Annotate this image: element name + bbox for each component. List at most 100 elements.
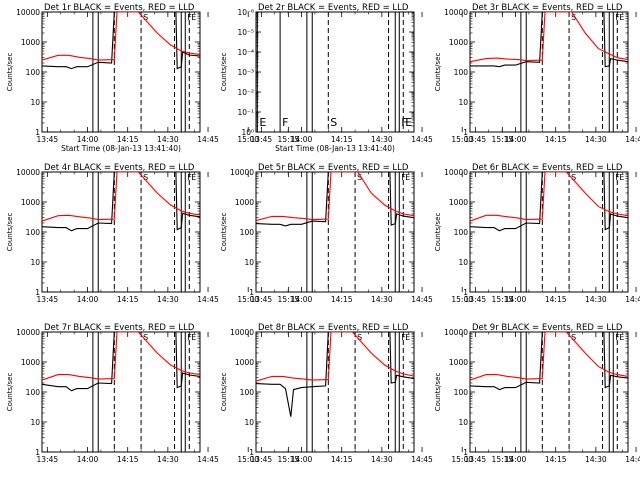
y-tick-label: 1 xyxy=(249,288,254,297)
y-tick-label: 1000 xyxy=(21,358,40,367)
x-axis-label: Start Time (08-Jan-13 13:41:40) xyxy=(61,144,181,153)
x-tick-label: 14:15 xyxy=(545,135,567,144)
marker-label: E xyxy=(619,333,624,342)
x-tick-label: 14:45 xyxy=(197,135,219,144)
x-tick-label: 14:00 xyxy=(291,135,313,144)
series-lld xyxy=(470,332,628,381)
marker-label: E xyxy=(191,333,196,342)
panel-title: Det 3r BLACK = Events, RED = LLD xyxy=(472,3,623,13)
panel-det-6: Det 6r BLACK = Events, RED = LLD Counts/s… xyxy=(434,163,640,304)
y-tick-label: 10⁻⁵ xyxy=(237,28,254,37)
y-tick-label: 1 xyxy=(463,128,468,137)
marker-label: F xyxy=(401,333,406,342)
panel-det-4: Det 4r BLACK = Events, RED = LLD Counts/s… xyxy=(6,163,299,304)
marker-label: S xyxy=(330,116,337,129)
marker-label: S xyxy=(571,173,576,182)
y-tick-label: 10000 xyxy=(230,168,254,177)
series-lld xyxy=(470,12,628,63)
y-tick-label: 1 xyxy=(249,448,254,457)
y-tick-label: 1000 xyxy=(449,358,468,367)
y-tick-label: 10⁻³ xyxy=(237,68,254,77)
series-events xyxy=(470,172,628,232)
marker-label: F xyxy=(282,116,288,129)
marker-label: F xyxy=(187,13,192,22)
x-tick-label: 15:15 xyxy=(278,135,300,144)
x-tick-label: 13:45 xyxy=(465,135,487,144)
series-lld xyxy=(42,332,200,381)
x-tick-label: 14:30 xyxy=(157,295,179,304)
series-lld xyxy=(42,172,200,222)
y-tick-label: 100 xyxy=(454,68,469,77)
x-tick-label: 14:45 xyxy=(411,135,433,144)
y-tick-label: 10⁻² xyxy=(237,88,254,97)
x-tick-label: 14:00 xyxy=(291,295,313,304)
series-lld xyxy=(256,172,414,222)
x-tick-label: 14:30 xyxy=(585,455,607,464)
series-events xyxy=(42,172,200,232)
y-tick-label: 1000 xyxy=(235,358,254,367)
y-axis-label: Counts/sec xyxy=(220,213,228,252)
y-tick-label: 100 xyxy=(26,388,41,397)
x-tick-label: 14:15 xyxy=(331,135,353,144)
x-tick-label: 14:15 xyxy=(545,295,567,304)
marker-label: S xyxy=(143,173,148,182)
x-tick-label: 14:00 xyxy=(77,455,99,464)
x-tick-label: 14:15 xyxy=(117,295,139,304)
x-tick-label: 14:30 xyxy=(371,295,393,304)
y-tick-label: 10⁰ xyxy=(241,128,254,137)
marker-label: E xyxy=(405,116,412,129)
x-tick-label: 14:45 xyxy=(625,135,640,144)
x-tick-label: 14:30 xyxy=(371,135,393,144)
y-tick-label: 10 xyxy=(458,418,468,427)
y-tick-label: 10 xyxy=(244,258,254,267)
marker-label: F xyxy=(401,116,407,129)
y-axis-label: Counts/sec xyxy=(434,213,442,252)
y-tick-label: 10000 xyxy=(16,328,40,337)
y-tick-label: 10 xyxy=(30,418,40,427)
panel-det-1: Det 1r BLACK = Events, RED = LLD Counts/s… xyxy=(6,3,299,153)
y-tick-label: 10000 xyxy=(230,328,254,337)
y-tick-label: 100 xyxy=(26,68,41,77)
x-tick-label: 14:00 xyxy=(505,455,527,464)
marker-label: E xyxy=(619,173,624,182)
y-tick-label: 100 xyxy=(240,228,255,237)
x-tick-label: 14:30 xyxy=(585,135,607,144)
y-axis-label: Counts/sec xyxy=(6,53,14,92)
panel-det-2: Det 2r BLACK = Events, RED = LLD Counts/s… xyxy=(220,3,513,153)
y-axis-label: Counts/sec xyxy=(6,213,14,252)
y-tick-label: 10000 xyxy=(444,8,468,17)
x-tick-label: 15:00 xyxy=(451,455,473,464)
x-tick-label: 13:45 xyxy=(251,135,273,144)
x-tick-label: 14:15 xyxy=(331,295,353,304)
series-lld xyxy=(470,172,628,222)
y-tick-label: 1000 xyxy=(21,38,40,47)
marker-label: S xyxy=(357,333,362,342)
x-tick-label: 14:30 xyxy=(585,295,607,304)
marker-label: E xyxy=(619,13,624,22)
y-tick-label: 10 xyxy=(244,418,254,427)
panel-det-3: Det 3r BLACK = Events, RED = LLD Counts/s… xyxy=(434,3,640,144)
x-tick-label: 14:30 xyxy=(157,455,179,464)
y-tick-label: 1 xyxy=(35,448,40,457)
y-tick-label: 10 xyxy=(458,258,468,267)
x-tick-label: 13:45 xyxy=(251,455,273,464)
y-tick-label: 10⁻⁶ xyxy=(237,8,254,17)
x-tick-label: 13:45 xyxy=(465,295,487,304)
x-tick-label: 13:45 xyxy=(465,455,487,464)
y-tick-label: 1000 xyxy=(449,198,468,207)
x-tick-label: 15:00 xyxy=(237,295,259,304)
y-tick-label: 10 xyxy=(30,98,40,107)
x-tick-label: 15:00 xyxy=(451,135,473,144)
x-tick-label: 14:45 xyxy=(625,295,640,304)
x-tick-label: 14:45 xyxy=(411,295,433,304)
marker-label: E xyxy=(191,13,196,22)
series-events xyxy=(256,332,414,417)
x-tick-label: 14:45 xyxy=(625,455,640,464)
x-tick-label: 15:00 xyxy=(237,455,259,464)
series-events xyxy=(470,12,628,68)
marker-label: F xyxy=(187,173,192,182)
marker-label: F xyxy=(615,13,620,22)
y-tick-label: 1 xyxy=(463,448,468,457)
marker-label: S xyxy=(571,333,576,342)
